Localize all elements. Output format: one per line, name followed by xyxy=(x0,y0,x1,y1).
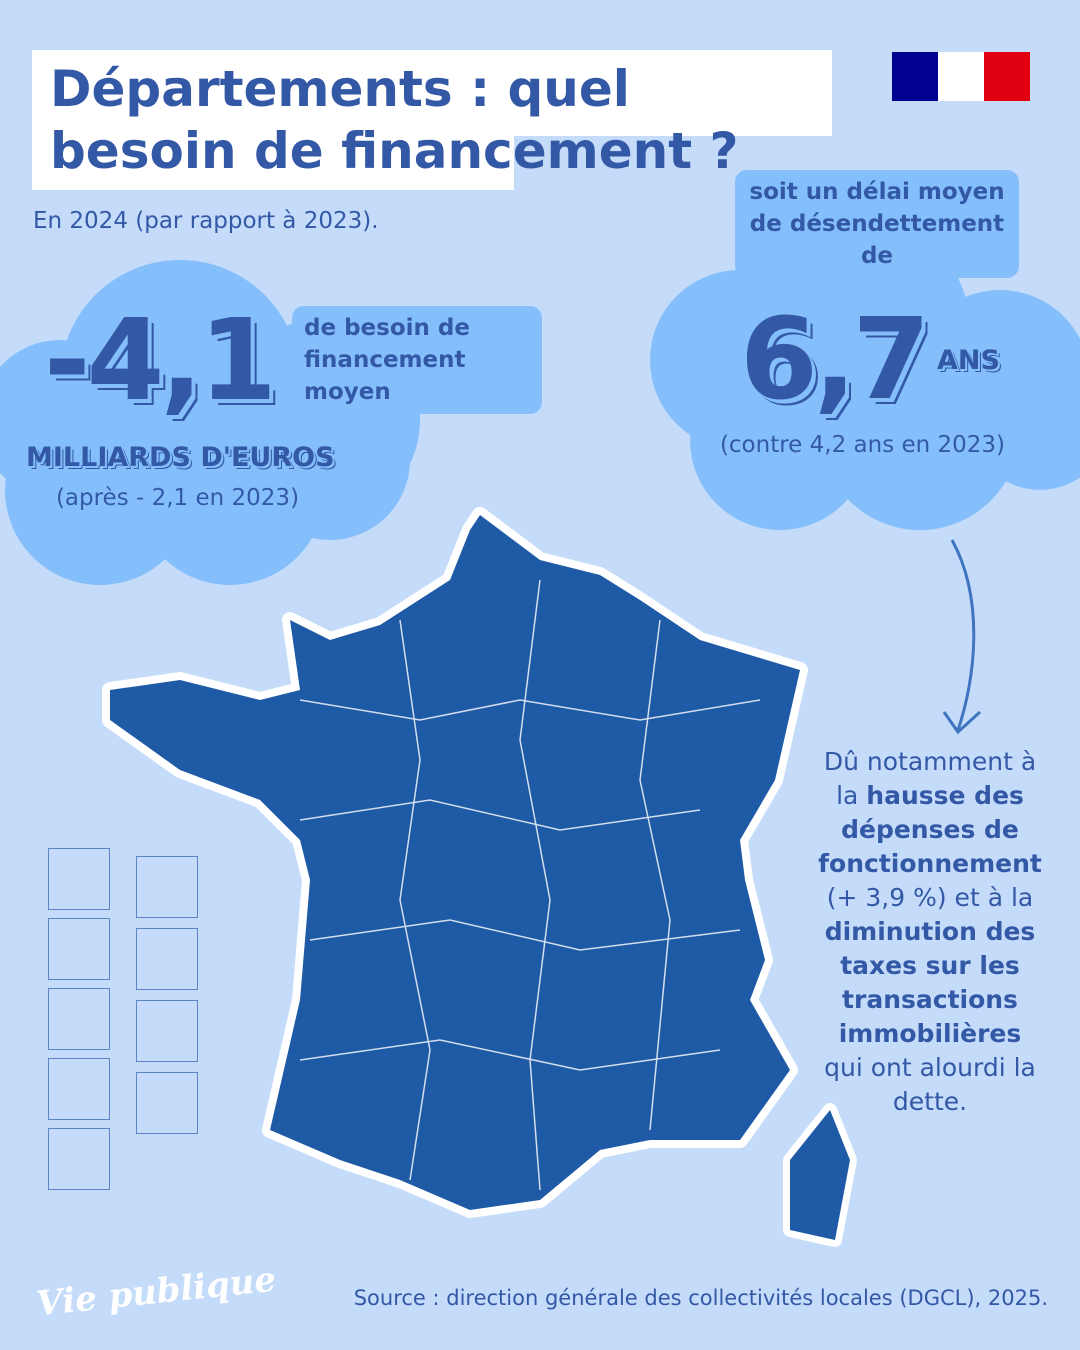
overseas-territory xyxy=(48,918,110,980)
overseas-territory xyxy=(48,988,110,1050)
stat2-unit: ANS xyxy=(937,345,1000,376)
overseas-martinique xyxy=(136,928,198,990)
page-title: Départements : quel besoin de financemen… xyxy=(50,60,739,180)
explanation-part: qui ont alourdi la dette. xyxy=(824,1053,1036,1116)
overseas-nouvelle-caledonie xyxy=(48,1058,110,1120)
cloud-left xyxy=(0,260,420,585)
stat1-comparison: (après - 2,1 en 2023) xyxy=(55,485,300,511)
title-box xyxy=(32,50,832,136)
subtitle: En 2024 (par rapport à 2023). xyxy=(33,208,379,234)
republique-francaise-logo xyxy=(892,52,1030,101)
explanation-bold: hausse des dépenses de fonctionnement xyxy=(818,781,1042,878)
stat2-value: 6,7 xyxy=(740,295,930,425)
overseas-la-reunion xyxy=(48,848,110,910)
title-box-2 xyxy=(32,132,514,190)
france-map xyxy=(102,507,857,1247)
stat2-intro: soit un délai moyen de désendettement de xyxy=(735,170,1019,278)
corsica xyxy=(783,1103,857,1247)
overseas-saint-pierre xyxy=(136,856,198,918)
explanation-text: Dû notamment à la hausse des dépenses de… xyxy=(818,745,1042,1119)
overseas-mayotte xyxy=(48,1128,110,1190)
stat2-comparison: (contre 4,2 ans en 2023) xyxy=(719,432,1006,458)
arrow-icon xyxy=(942,539,982,735)
explanation-bold: diminution des taxes sur les transaction… xyxy=(824,917,1036,1048)
stat1-value: -4,1 xyxy=(44,296,277,426)
stat1-unit: MILLIARDS D'EUROS xyxy=(26,442,335,473)
overseas-guyane xyxy=(136,1072,198,1134)
overseas-guadeloupe xyxy=(136,1000,198,1062)
explanation-part: Dû notamment à la xyxy=(823,747,1037,810)
explanation-part: (+ 3,9 %) et à la xyxy=(826,883,1034,912)
stat1-label: de besoin de financement moyen xyxy=(292,306,542,414)
source-text: Source : direction générale des collecti… xyxy=(353,1286,1048,1310)
